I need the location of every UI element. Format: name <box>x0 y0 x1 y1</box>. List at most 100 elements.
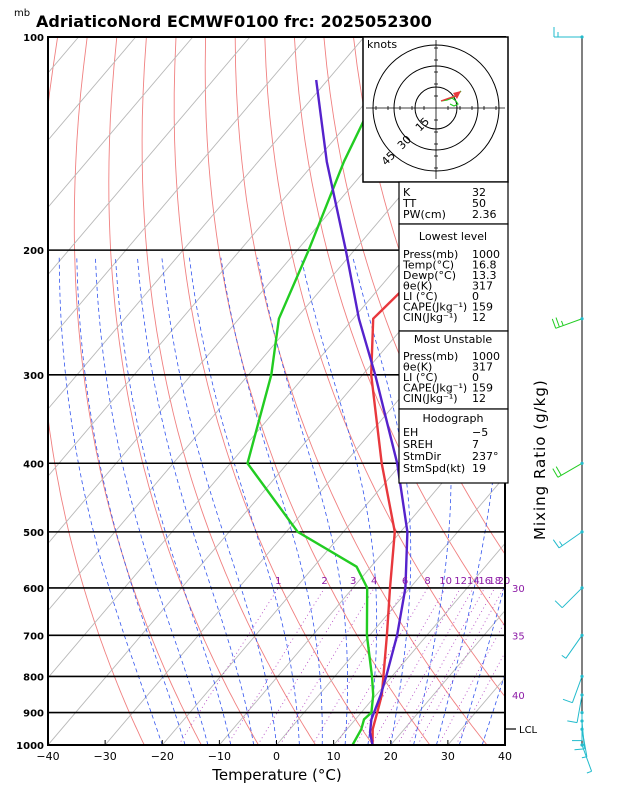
wind-barb <box>567 693 584 724</box>
pressure-tick-label: 200 <box>23 246 44 257</box>
mixing-ratio-line <box>438 620 505 745</box>
isotherm <box>0 37 21 745</box>
isotherm <box>48 37 194 209</box>
lowest-level-label: Dewp(°C) <box>403 269 456 282</box>
hodograph-ring <box>372 44 500 172</box>
isotherm <box>48 37 308 343</box>
mixing-ratio-label: 6 <box>402 576 408 587</box>
mixing-ratio-line <box>417 587 505 745</box>
pressure-tick-label: 300 <box>23 371 44 382</box>
index-label: K <box>403 186 411 199</box>
mixing-ratio-line <box>407 587 496 745</box>
lowest-level-label: CAPE(Jkg⁻¹) <box>403 301 467 314</box>
hodograph-stat-label: StmSpd(kt) <box>403 462 465 475</box>
lowest-level-value: 159 <box>472 301 493 314</box>
temperature-tick-label: 30 <box>441 750 455 763</box>
dry-adiabat <box>590 37 618 745</box>
mixing-ratio-label: 20 <box>498 576 511 587</box>
moist-adiabat <box>137 257 255 745</box>
mixing-ratio-label: 3 <box>350 576 356 587</box>
wind-barb <box>551 317 584 329</box>
mixing-ratio-line <box>279 587 375 745</box>
lowest-level-value: 16.8 <box>472 259 497 272</box>
moist-adiabat <box>95 257 209 745</box>
theta-e-label: 30 <box>512 584 525 595</box>
mixing-ratio-line <box>371 587 461 745</box>
pressure-tick-label: 900 <box>23 709 44 720</box>
index-value: 32 <box>472 186 486 199</box>
dry-adiabat <box>108 37 259 745</box>
moist-adiabat <box>161 257 277 745</box>
mixing-ratio-label: 8 <box>424 576 430 587</box>
moist-adiabat <box>189 257 300 745</box>
pressure-tick-label: 800 <box>23 672 44 683</box>
hodograph-inset: knots 15 30 45 <box>362 36 509 183</box>
temperature-axis-label: Temperature (°C) <box>211 766 341 784</box>
hodograph-stat-value: 237° <box>472 450 499 463</box>
most-unstable-value: 0 <box>472 371 479 384</box>
most-unstable-value: 317 <box>472 361 493 374</box>
index-value: 2.36 <box>472 208 497 221</box>
hodograph-stat-label: SREH <box>403 438 433 451</box>
dry-adiabat <box>48 37 145 745</box>
most-unstable-value: 12 <box>472 392 486 405</box>
most-unstable-panel: Most Unstable Press(mb) 1000 θe(K) 317 LI (°… <box>398 330 509 410</box>
lowest-level-label: θe(K) <box>403 280 432 293</box>
lowest-level-value: 13.3 <box>472 269 497 282</box>
wind-barb <box>554 586 584 609</box>
temperature-tick-label: 10 <box>327 750 341 763</box>
index-value: 50 <box>472 197 486 210</box>
parcel-line <box>315 79 409 745</box>
mixing-ratio-line <box>355 587 446 745</box>
mixing-ratio-label: 14 <box>467 576 480 587</box>
pressure-tick-label: 1000 <box>16 741 44 752</box>
mixing-ratio-label: 12 <box>454 576 467 587</box>
moist-adiabat <box>458 583 505 745</box>
isotherm <box>48 37 251 276</box>
moist-adiabat <box>481 673 505 745</box>
isotherm <box>48 206 505 745</box>
dry-adiabat <box>141 37 316 745</box>
most-unstable-label: LI (°C) <box>403 371 438 384</box>
index-label: TT <box>402 197 417 210</box>
temperature-axis: −40 −30 −20 −10 0 10 20 30 40 <box>36 740 512 763</box>
lcl-label: LCL <box>519 725 538 736</box>
mixing-ratio-label: 16 <box>478 576 491 587</box>
mixing-ratio-label: 10 <box>439 576 452 587</box>
hodograph-stat-value: 7 <box>472 438 479 451</box>
pressure-tick-label: 700 <box>23 631 44 642</box>
most-unstable-label: θe(K) <box>403 361 432 374</box>
lowest-level-label: Temp(°C) <box>402 259 454 272</box>
theta-e-label: 40 <box>512 691 525 702</box>
temperature-tick-label: −40 <box>36 750 59 763</box>
hodograph-stats-panel: Hodograph EH −5 SREH 7 StmDir 237° StmSpd(kt) 1… <box>398 408 509 484</box>
theta-e-label: 35 <box>512 631 525 642</box>
mixing-ratio-line <box>336 587 428 745</box>
most-unstable-label: Press(mb) <box>403 350 458 363</box>
hodograph-stat-label: StmDir <box>403 450 442 463</box>
wind-barb <box>552 461 584 478</box>
most-unstable-label: CAPE(Jkg⁻¹) <box>403 382 467 395</box>
moist-adiabat <box>352 257 412 745</box>
mixing-ratio-line <box>312 587 406 745</box>
isotherm <box>48 37 137 141</box>
hodograph-trace <box>440 90 462 107</box>
indices-panel: K 32 TT 50 PW(cm) 2.36 <box>398 181 509 225</box>
wind-barb <box>580 743 593 774</box>
lowest-level-label: Press(mb) <box>403 248 458 261</box>
wind-barb <box>561 633 584 659</box>
isotherm <box>48 37 422 477</box>
hodograph-stats-heading: Hodograph <box>423 412 484 425</box>
isotherm <box>333 542 505 745</box>
pressure-tick-label: 100 <box>23 33 44 44</box>
lowest-level-value: 0 <box>472 290 479 303</box>
pressure-units-label: mb <box>14 8 30 19</box>
pressure-tick-label: 400 <box>23 459 44 470</box>
isotherm <box>48 37 365 410</box>
moist-adiabat <box>257 257 348 745</box>
moist-adiabat <box>76 257 186 745</box>
wind-barb <box>580 727 588 759</box>
dewpoint-line <box>246 37 406 745</box>
dry-adiabat <box>264 37 505 698</box>
temperature-tick-label: −20 <box>151 750 174 763</box>
